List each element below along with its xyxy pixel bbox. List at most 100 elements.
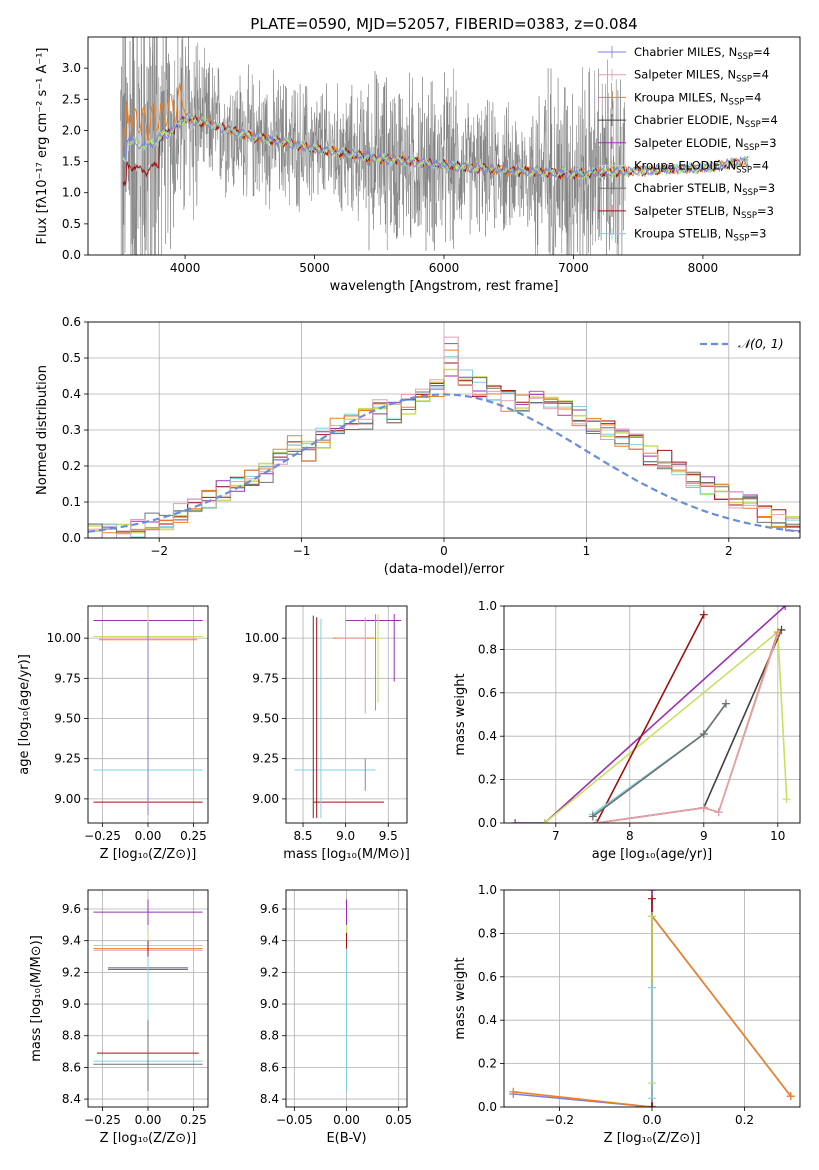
axes-frame — [503, 605, 801, 824]
y-axis-label: age [log₁₀(age/yr)] — [17, 654, 32, 775]
y-axis-label: mass weight — [453, 673, 468, 755]
y-tick-label: 2.5 — [62, 92, 81, 106]
y-tick-label: 9.75 — [54, 671, 81, 685]
y-axis-label: Flux [fλ10⁻¹⁷ erg cm⁻² s⁻¹ A⁻¹] — [35, 48, 50, 245]
mass-weight-marker — [781, 606, 790, 610]
mass-weight-marker — [648, 894, 656, 903]
legend-label-sub: SSP — [736, 75, 752, 85]
legend-label-sub: SSP — [742, 188, 758, 198]
y-tick-label: 2.0 — [62, 123, 81, 137]
mass-weight-marker — [782, 795, 791, 804]
y-tick-label: 0.3 — [62, 423, 81, 437]
legend-label-sub: SSP — [745, 120, 761, 130]
x-axis-label: mass [log₁₀(M/M⊙)] — [283, 847, 410, 862]
massweight-vs-Z-plot-area — [509, 890, 795, 1107]
x-axis-label: Z [log₁₀(Z/Z⊙)] — [100, 847, 197, 862]
legend-label-suffix: =4 — [752, 159, 769, 173]
y-tick-label: 3.0 — [62, 61, 81, 75]
mass-weight-marker — [540, 819, 549, 823]
y-tick-label: 0.4 — [478, 1013, 497, 1027]
x-axis-label: age [log₁₀(age/yr)] — [592, 847, 713, 862]
massweight-vs-age-panel: 7 8 9 10 0.0 0.2 0.4 0.6 0.8 1.0 age [log₁₀(age/yr… — [453, 599, 801, 862]
age-vs-mass-panel: 8.5 9.0 9.5 9.00 9.25 9.50 9.75 10.00 mass [log₁… — [245, 605, 410, 862]
figure-title: PLATE=0590, MJD=52057, FIBERID=0383, z=0… — [250, 15, 637, 33]
legend-label: Kroupa ELODIE, NSSP=4 — [634, 159, 769, 176]
legend-label: Kroupa MILES, NSSP=4 — [634, 90, 761, 107]
mass-weight-line — [596, 633, 779, 823]
x-tick-label: 2 — [725, 544, 733, 558]
y-axis-label: mass weight — [453, 957, 468, 1039]
x-tick-label: −1 — [293, 544, 311, 558]
mass-weight-marker — [648, 890, 656, 894]
y-tick-label: 8.8 — [62, 1029, 81, 1043]
mass-weight-marker — [648, 912, 656, 921]
y-tick-label: 0.2 — [62, 459, 81, 473]
massweight-vs-age-plot-area — [511, 606, 791, 823]
axes-frame — [87, 605, 209, 824]
legend-label: Kroupa STELIB, NSSP=3 — [634, 227, 766, 244]
y-tick-label: 0.8 — [478, 926, 497, 940]
mass-weight-line — [544, 630, 788, 823]
x-tick-label: 0 — [440, 544, 448, 558]
model-spectrum-line — [122, 112, 749, 180]
legend-label-suffix: =3 — [760, 136, 777, 150]
legend-label-main: Salpeter STELIB, N — [634, 204, 741, 218]
x-tick-label: 7 — [552, 829, 560, 843]
x-axis-label: E(B-V) — [326, 1131, 366, 1146]
observed-spectrum-line — [120, 37, 626, 255]
residuals-plot-area — [88, 336, 800, 538]
axes-frame — [285, 889, 408, 1108]
legend-label-main: Kroupa ELODIE, N — [634, 159, 736, 173]
y-axis-label: mass [log₁₀(M/M⊙)] — [29, 935, 44, 1062]
y-tick-label: 9.0 — [62, 997, 81, 1011]
legend-label-sub: SSP — [741, 211, 757, 221]
y-tick-label: 0.6 — [62, 315, 81, 329]
x-axis-label: wavelength [Angstrom, rest frame] — [330, 279, 559, 294]
x-tick-label: 0.25 — [180, 829, 207, 843]
legend-label-suffix: =3 — [749, 227, 766, 241]
x-tick-label: 9 — [700, 829, 708, 843]
axes-frame — [87, 889, 209, 1108]
x-tick-label: 0.00 — [135, 1113, 162, 1127]
y-tick-label: 8.8 — [260, 1029, 279, 1043]
x-tick-label: 0.0 — [642, 1113, 661, 1127]
mass-weight-marker — [699, 610, 708, 619]
legend-label-suffix: =4 — [761, 113, 778, 127]
y-tick-label: 0.2 — [478, 1057, 497, 1071]
x-tick-label: 0.2 — [735, 1113, 754, 1127]
legend-label: Salpeter ELODIE, NSSP=3 — [634, 136, 777, 153]
age-vs-Z-panel: −0.25 0.00 0.25 9.00 9.25 9.50 9.75 10.00 Z [log… — [17, 605, 209, 862]
legend-label-main: Kroupa MILES, N — [634, 90, 729, 104]
y-axis-label: Normed distribution — [35, 365, 50, 495]
legend-label-sub: SSP — [734, 234, 750, 244]
y-tick-label: 9.25 — [54, 752, 81, 766]
y-tick-label: 0.4 — [62, 387, 81, 401]
y-tick-label: 9.00 — [252, 792, 279, 806]
age-vs-mass-plot-area — [294, 614, 402, 819]
y-tick-label: 9.4 — [62, 934, 81, 948]
residuals-legend: 𝒩(0, 1) — [700, 336, 784, 351]
y-tick-label: 1.0 — [478, 883, 497, 897]
y-tick-label: 9.50 — [54, 712, 81, 726]
y-tick-label: 9.0 — [260, 997, 279, 1011]
x-tick-label: −0.25 — [84, 829, 121, 843]
y-tick-label: 9.4 — [260, 934, 279, 948]
legend-label-main: Salpeter ELODIE, N — [634, 136, 744, 150]
mass-weight-line — [595, 614, 705, 823]
y-tick-label: 0.5 — [62, 217, 81, 231]
axes-frame — [285, 605, 408, 824]
x-tick-label: 9.0 — [336, 829, 355, 843]
y-tick-label: 9.25 — [252, 752, 279, 766]
mass-weight-marker — [777, 625, 786, 634]
x-tick-label: 0.05 — [385, 1113, 412, 1127]
x-tick-label: 7000 — [558, 261, 589, 275]
axes-frame — [503, 889, 801, 1108]
legend-label-suffix: =4 — [744, 90, 761, 104]
mass-weight-marker — [714, 808, 723, 817]
y-tick-label: 1.0 — [62, 186, 81, 200]
legend-label-main: Salpeter MILES, N — [634, 68, 736, 82]
y-tick-label: 0.6 — [478, 686, 497, 700]
age-vs-Z-plot-area — [93, 614, 203, 815]
legend-label-suffix: =4 — [752, 68, 769, 82]
